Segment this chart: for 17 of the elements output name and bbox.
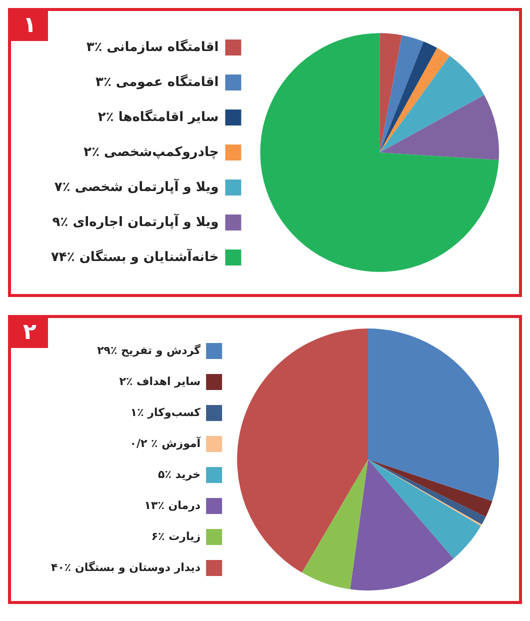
legend-label: ۱٪ کسب‌وکار [130,406,202,419]
legend-label: ۳٪ اقامتگاه عمومی [96,74,219,90]
legend-label: ۲٪ چادروکمپ‌شخصی [84,144,219,160]
legend-label: ۲٪ سایر اهداف [119,374,201,388]
legend-label: ۴۰٪ دیدار دوستان و بستگان [50,560,201,574]
legend-label: ۲۹٪ گردش و تفریح [97,344,202,357]
chart-title: ۱ [11,11,48,41]
legend-label: ۶٪ زیارت [151,530,201,543]
legend-label: ۳٪ اقامتگاه سازمانی [86,38,219,55]
legend-label: ۲٪ سایر اقامتگاه‌ها [98,108,219,125]
legend-label: ۹٪ ویلا و آپارتمان اجاره‌ای [52,212,219,230]
legend-label: ۵٪ خرید [158,468,201,481]
legend-label: ۱۳٪ درمان [144,498,201,512]
legend-label: ۷۴٪ خانه‌آشنایان و بستگان [50,248,219,265]
legend-label: ۰/۲ ٪ آموزش [130,436,201,450]
legend-label: ۷٪ ویلا و آپارتمان شخصی [54,178,219,195]
chart-title: ۲ [11,318,48,348]
